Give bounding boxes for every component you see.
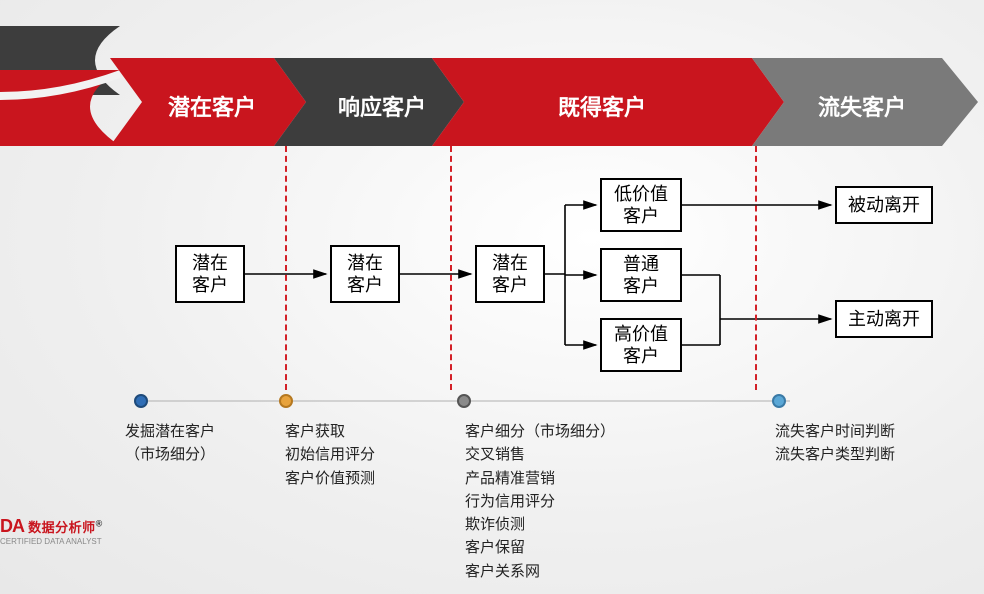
box-normal: 普通 客户 bbox=[600, 248, 682, 302]
box-line2: 客户 bbox=[623, 345, 659, 368]
box-line1: 被动离开 bbox=[848, 194, 920, 217]
desc-line: 客户获取 bbox=[285, 420, 375, 443]
box-potential-2: 潜在 客户 bbox=[330, 245, 400, 303]
dot-2 bbox=[279, 394, 293, 408]
stage-label-3: 既得客户 bbox=[558, 90, 646, 122]
desc-1: 发掘潜在客户 （市场细分） bbox=[125, 420, 215, 467]
box-line1: 高价值 bbox=[614, 323, 668, 346]
dashed-2 bbox=[450, 146, 452, 390]
box-high-value: 高价值 客户 bbox=[600, 318, 682, 372]
box-passive-leave: 被动离开 bbox=[835, 186, 933, 224]
logo-mark: DA bbox=[0, 516, 24, 536]
desc-line: （市场细分） bbox=[125, 443, 215, 466]
box-line1: 潜在 bbox=[192, 252, 228, 275]
dot-4 bbox=[772, 394, 786, 408]
box-low-value: 低价值 客户 bbox=[600, 178, 682, 232]
box-line2: 客户 bbox=[492, 274, 528, 297]
box-line1: 低价值 bbox=[614, 183, 668, 206]
stage-label-2: 响应客户 bbox=[338, 90, 426, 122]
desc-3: 客户细分（市场细分） 交叉销售 产品精准营销 行为信用评分 欺诈侦测 客户保留 … bbox=[465, 420, 615, 583]
desc-line: 客户保留 bbox=[465, 536, 615, 559]
desc-4: 流失客户时间判断 流失客户类型判断 bbox=[775, 420, 895, 467]
logo-cn: 数据分析师 bbox=[28, 520, 96, 535]
box-line2: 客户 bbox=[623, 275, 659, 298]
box-potential-1: 潜在 客户 bbox=[175, 245, 245, 303]
box-line2: 客户 bbox=[192, 274, 228, 297]
box-line2: 客户 bbox=[347, 274, 383, 297]
box-line1: 普通 bbox=[623, 253, 659, 276]
brand-logo: DA 数据分析师® CERTIFIED DATA ANALYST bbox=[0, 516, 103, 546]
desc-line: 产品精准营销 bbox=[465, 467, 615, 490]
desc-line: 行为信用评分 bbox=[465, 490, 615, 513]
desc-line: 发掘潜在客户 bbox=[125, 420, 215, 443]
desc-line: 客户价值预测 bbox=[285, 467, 375, 490]
logo-en: CERTIFIED DATA ANALYST bbox=[0, 537, 103, 546]
box-line1: 潜在 bbox=[347, 252, 383, 275]
box-line2: 客户 bbox=[623, 205, 659, 228]
desc-line: 初始信用评分 bbox=[285, 443, 375, 466]
box-line1: 主动离开 bbox=[848, 308, 920, 331]
desc-line: 客户关系网 bbox=[465, 560, 615, 583]
desc-line: 交叉销售 bbox=[465, 443, 615, 466]
box-potential-3: 潜在 客户 bbox=[475, 245, 545, 303]
stage-label-1: 潜在客户 bbox=[168, 90, 256, 122]
dot-3 bbox=[457, 394, 471, 408]
dashed-3 bbox=[755, 146, 757, 390]
stage-label-4: 流失客户 bbox=[818, 90, 906, 122]
dashed-1 bbox=[285, 146, 287, 390]
desc-2: 客户获取 初始信用评分 客户价值预测 bbox=[285, 420, 375, 490]
desc-line: 欺诈侦测 bbox=[465, 513, 615, 536]
desc-line: 客户细分（市场细分） bbox=[465, 420, 615, 443]
box-line1: 潜在 bbox=[492, 252, 528, 275]
desc-line: 流失客户时间判断 bbox=[775, 420, 895, 443]
desc-line: 流失客户类型判断 bbox=[775, 443, 895, 466]
box-active-leave: 主动离开 bbox=[835, 300, 933, 338]
dot-1 bbox=[134, 394, 148, 408]
